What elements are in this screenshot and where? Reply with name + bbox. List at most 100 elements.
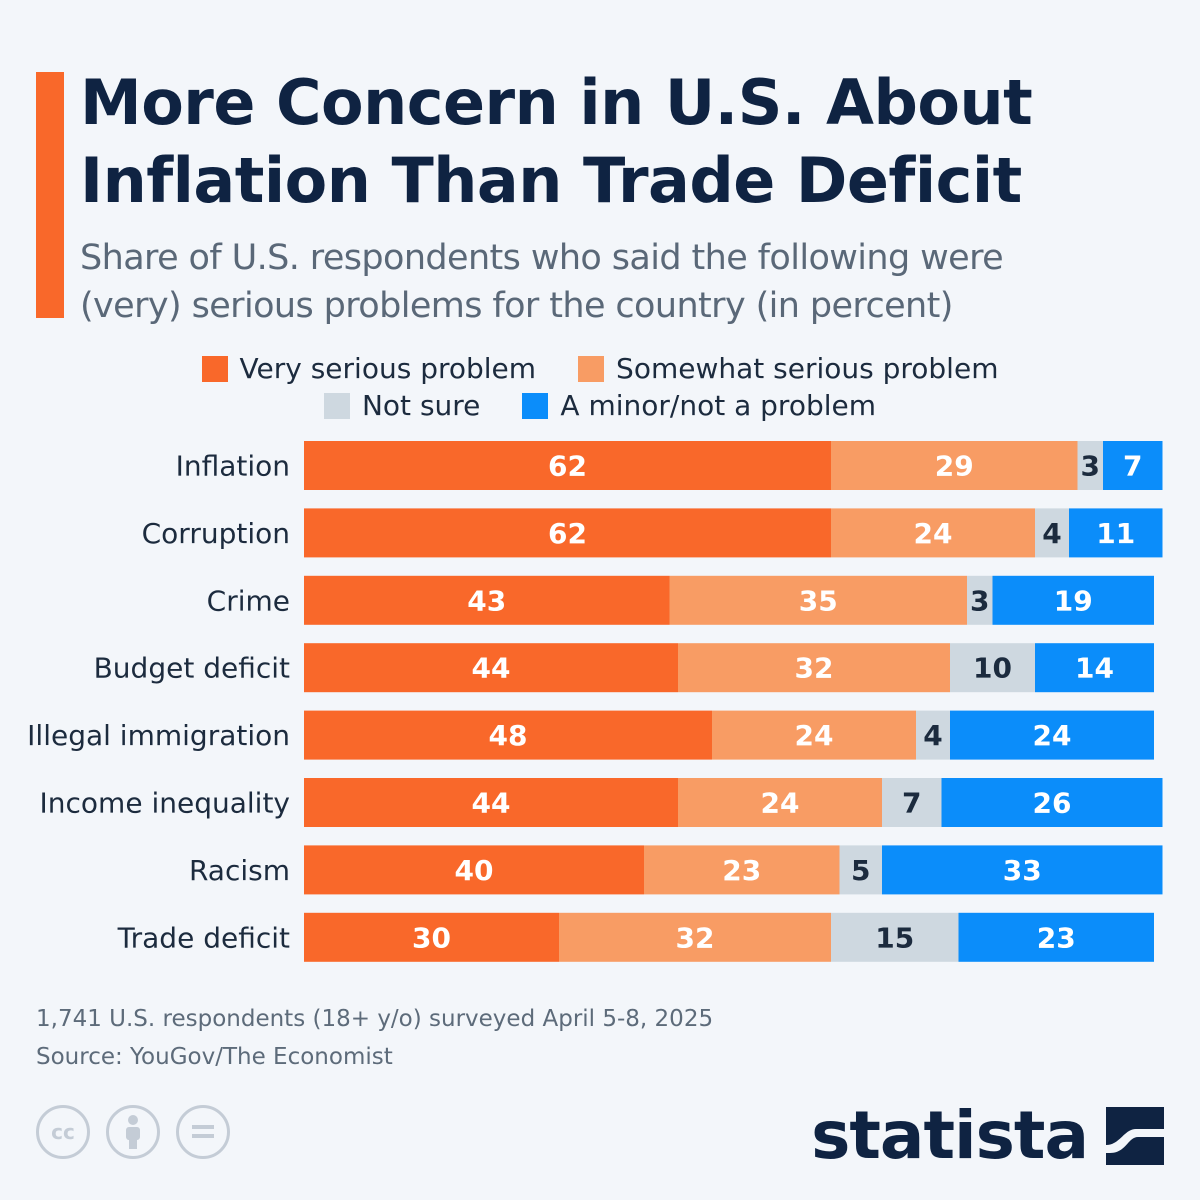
data-label: 24 [795, 719, 834, 752]
bar-segment-minor [941, 778, 1163, 827]
category-label: Trade deficit [117, 921, 290, 954]
data-label: 7 [1123, 450, 1142, 483]
data-label: 23 [1037, 921, 1076, 954]
data-label: 30 [412, 921, 451, 954]
data-label: 7 [902, 787, 921, 820]
data-label: 4 [1042, 517, 1061, 550]
data-label: 43 [467, 584, 506, 617]
bar-segment-minor [1035, 643, 1154, 693]
data-label: 4 [923, 719, 942, 752]
bar-segment-not-sure [916, 710, 950, 760]
bar-segment-somewhat-serious [831, 441, 1078, 490]
bar-segment-very-serious [304, 508, 831, 558]
bar-segment-minor [1103, 441, 1163, 490]
bar-segment-minor [882, 845, 1163, 895]
accent-bar [36, 72, 64, 318]
chart-subtitle: Share of U.S. respondents who said the f… [80, 234, 1170, 330]
cc-icon: cc [36, 1105, 90, 1159]
bar-segment-not-sure [950, 643, 1035, 693]
subtitle-line-2: (very) serious problems for the country … [80, 286, 953, 326]
bar-segment-not-sure [1077, 441, 1103, 490]
statista-brand: statista [811, 1100, 1164, 1172]
legend-swatch-not-sure [323, 392, 350, 419]
statista-logo-icon [1106, 1107, 1164, 1165]
license-icons: cc [36, 1105, 230, 1159]
legend-swatch-somewhat-serious [578, 355, 605, 382]
category-label: Income inequality [40, 787, 290, 820]
data-label: 29 [935, 450, 974, 483]
data-label: 11 [1096, 517, 1135, 550]
footnote: 1,741 U.S. respondents (18+ y/o) surveye… [36, 1000, 713, 1076]
bar-segment-very-serious [304, 845, 644, 895]
legend-item-very-serious: Very serious problem [201, 352, 537, 385]
category-label: Corruption [142, 517, 290, 550]
bar-segment-very-serious [304, 710, 712, 760]
bar-segment-not-sure [1035, 508, 1069, 558]
bar-segment-minor [1069, 508, 1163, 558]
bar-segment-not-sure [831, 912, 959, 962]
legend-row: Not sure A minor/not a problem [0, 389, 1200, 422]
bar-segment-minor [950, 710, 1154, 760]
bar-segment-not-sure [882, 778, 942, 827]
category-label: Inflation [176, 450, 290, 483]
bar-segment-very-serious [304, 912, 559, 962]
legend-label-somewhat-serious: Somewhat serious problem [616, 352, 999, 385]
data-label: 24 [761, 787, 800, 820]
data-label: 15 [875, 921, 914, 954]
source-note: Source: YouGov/The Economist [36, 1044, 393, 1070]
subtitle-line-1: Share of U.S. respondents who said the f… [80, 238, 1004, 278]
data-label: 62 [548, 517, 587, 550]
survey-note: 1,741 U.S. respondents (18+ y/o) surveye… [36, 1006, 714, 1032]
data-label: 19 [1054, 584, 1093, 617]
data-label: 48 [489, 719, 528, 752]
data-label: 40 [455, 854, 494, 887]
bar-segment-very-serious [304, 441, 831, 490]
legend-item-not-sure: Not sure [323, 389, 481, 422]
legend-row: Very serious problem Somewhat serious pr… [0, 352, 1200, 385]
data-label: 3 [1081, 450, 1100, 483]
legend-label-not-sure: Not sure [361, 389, 481, 422]
data-label: 26 [1033, 787, 1072, 820]
title-line-1: More Concern in U.S. About [80, 66, 1033, 139]
legend-item-somewhat-serious: Somewhat serious problem [578, 352, 998, 385]
legend-label-very-serious: Very serious problem [239, 352, 537, 385]
data-label: 14 [1075, 652, 1114, 685]
title-line-2: Inflation Than Trade Deficit [80, 144, 1022, 217]
data-label: 24 [1033, 719, 1072, 752]
category-label: Crime [207, 584, 290, 617]
data-label: 32 [795, 652, 834, 685]
bar-segment-minor [992, 575, 1154, 625]
category-label: Budget deficit [94, 652, 290, 685]
bar-segment-very-serious [304, 778, 678, 827]
bar-segment-very-serious [304, 575, 670, 625]
chart-title: More Concern in U.S. About Inflation Tha… [80, 64, 1160, 220]
brand-name: statista [811, 1097, 1089, 1174]
legend-item-minor: A minor/not a problem [522, 389, 876, 422]
bar-segment-very-serious [304, 643, 678, 693]
no-derivatives-icon [176, 1105, 230, 1159]
bar-segment-somewhat-serious [678, 643, 950, 693]
legend-label-minor: A minor/not a problem [560, 389, 877, 422]
bar-segment-somewhat-serious [678, 778, 882, 827]
data-label: 35 [799, 584, 838, 617]
bar-segment-somewhat-serious [669, 575, 967, 625]
bar-segment-somewhat-serious [831, 508, 1035, 558]
data-label: 10 [973, 652, 1012, 685]
data-label: 44 [472, 787, 511, 820]
legend-swatch-minor [522, 392, 549, 419]
bar-segment-not-sure [839, 845, 882, 895]
data-label: 33 [1003, 854, 1042, 887]
data-label: 62 [548, 450, 587, 483]
data-label: 24 [914, 517, 953, 550]
data-label: 23 [722, 854, 761, 887]
data-label: 5 [851, 854, 870, 887]
category-label: Racism [189, 854, 290, 887]
bar-segment-somewhat-serious [712, 710, 916, 760]
data-label: 44 [472, 652, 511, 685]
bar-segment-somewhat-serious [644, 845, 840, 895]
bar-segment-somewhat-serious [559, 912, 831, 962]
category-label: Illegal immigration [27, 719, 290, 752]
attribution-icon [106, 1105, 160, 1159]
bar-segment-not-sure [967, 575, 993, 625]
